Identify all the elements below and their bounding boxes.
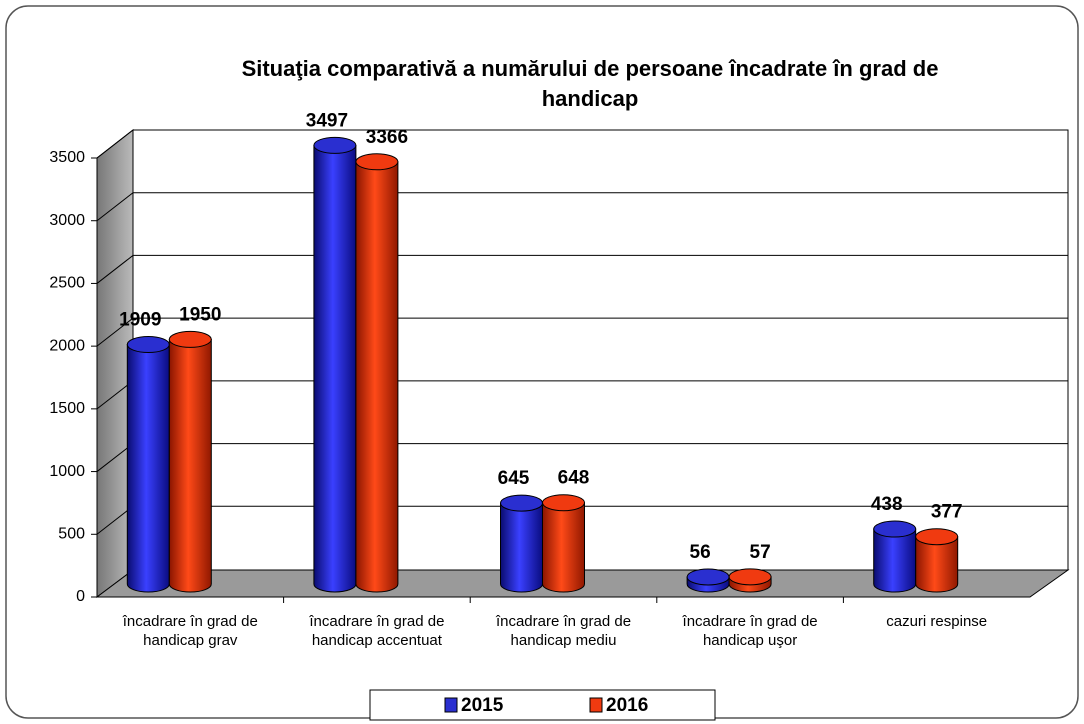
text-line: handicap — [542, 86, 639, 111]
text-line: handicap accentuat — [312, 632, 443, 649]
text-line: handicap uşor — [703, 632, 797, 649]
bar-top — [542, 494, 585, 512]
x-tick-label: încadrare în grad de handicap grav — [122, 613, 258, 649]
value-label: 1950 — [179, 304, 221, 325]
bar — [915, 536, 959, 593]
y-tick-label: 3500 — [49, 149, 85, 166]
grid-line — [96, 129, 134, 159]
text-line: handicap grav — [143, 632, 238, 649]
bar — [355, 161, 399, 593]
text-line: încadrare în grad de — [495, 613, 631, 630]
text-line: încadrare în grad de — [122, 613, 258, 630]
grid-line — [96, 255, 134, 284]
bar-top — [355, 153, 399, 171]
bar-top — [915, 528, 959, 546]
bar — [873, 528, 917, 593]
grid-line — [96, 192, 134, 222]
bar-top — [500, 494, 543, 512]
y-tick-label: 500 — [58, 526, 85, 543]
y-tick-label: 2000 — [49, 337, 85, 354]
bar-top — [126, 336, 170, 354]
bar-top — [728, 568, 772, 586]
y-tick-label: 3000 — [49, 212, 85, 229]
text-line: încadrare în grad de — [308, 613, 444, 630]
x-tick-label: încadrare în grad de handicap uşor — [682, 613, 818, 649]
text-line: încadrare în grad de — [682, 613, 818, 630]
bar — [126, 344, 170, 593]
value-label: 645 — [498, 468, 530, 489]
bar — [168, 338, 212, 593]
value-label: 648 — [558, 468, 590, 489]
y-tick-label: 2500 — [49, 275, 85, 292]
text-line: Situaţia comparativă a numărului de pers… — [242, 56, 939, 81]
legend-swatch — [444, 697, 458, 713]
y-tick-label: 0 — [76, 588, 85, 605]
value-label: 1909 — [119, 310, 161, 331]
back-wall — [132, 129, 1069, 571]
value-label: 3366 — [366, 127, 408, 148]
bar — [500, 502, 543, 593]
x-tick-label: încadrare în grad de handicap accentuat — [308, 613, 444, 649]
text-line: cazuri respinse — [886, 613, 987, 630]
bar — [313, 144, 357, 593]
chart-title: Situaţia comparativă a numărului de pers… — [242, 56, 939, 111]
value-label: 438 — [871, 494, 903, 515]
value-label: 56 — [690, 542, 711, 563]
legend-swatch — [589, 697, 603, 713]
y-tick-label: 1500 — [49, 400, 85, 417]
value-label: 3497 — [306, 110, 348, 131]
legend-label: 2016 — [606, 695, 648, 716]
bar — [542, 502, 585, 593]
value-label: 57 — [750, 542, 771, 563]
legend — [369, 689, 716, 721]
bar-top — [313, 136, 357, 154]
grid-line — [96, 317, 134, 347]
x-tick-label: încadrare în grad de handicap mediu — [495, 613, 631, 649]
bar-top — [873, 520, 917, 538]
bar-top — [168, 330, 212, 348]
x-tick-label: cazuri respinse — [886, 613, 987, 630]
bar-top — [686, 568, 730, 586]
legend-label: 2015 — [461, 695, 504, 716]
text-line: handicap mediu — [511, 632, 617, 649]
y-tick-label: 1000 — [49, 463, 85, 480]
value-label: 377 — [931, 502, 963, 523]
